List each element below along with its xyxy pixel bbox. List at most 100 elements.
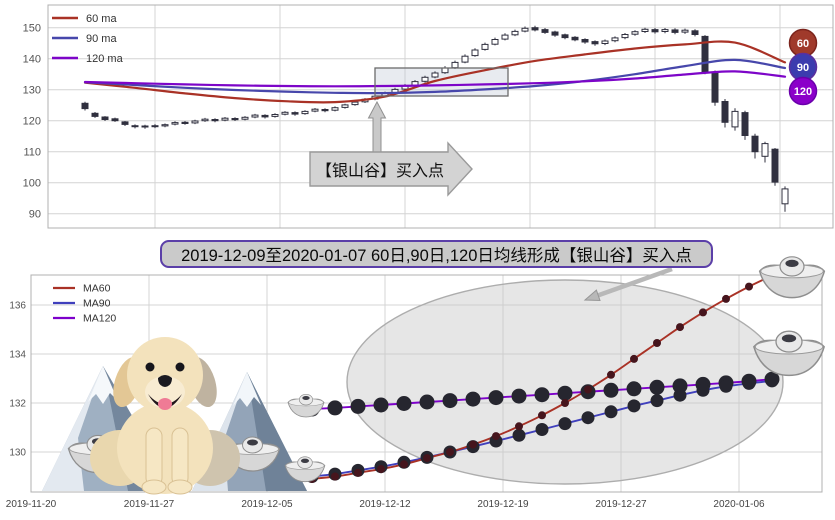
bottom-legend-label: MA120 [83, 313, 116, 325]
candle-body [531, 27, 539, 31]
candle-body [761, 143, 769, 157]
candle-body [201, 118, 209, 122]
candle-body [351, 101, 359, 106]
bottom-x-tick-label: 2019-11-27 [124, 499, 175, 510]
candle-body [181, 121, 189, 125]
top-y-tick-label: 120 [23, 116, 41, 128]
candle-body [101, 116, 109, 120]
candle-body [711, 72, 719, 103]
candle-body [81, 102, 89, 110]
bottom-y-tick-label: 130 [9, 448, 26, 459]
candle-body [281, 111, 289, 115]
top-legend-label: 120 ma [86, 53, 124, 65]
candle-body [691, 30, 699, 35]
candle-body [721, 101, 729, 123]
candle-body [151, 125, 159, 128]
candle-body [651, 29, 659, 33]
candle-body [611, 37, 619, 42]
candle-body [221, 117, 229, 121]
candle-body [231, 118, 239, 121]
guide-arrow-icon [583, 266, 673, 302]
candle-body [511, 30, 519, 36]
candle-body [481, 43, 489, 50]
bottom-x-tick-label: 2019-11-20 [6, 499, 57, 510]
candle-body [551, 31, 559, 36]
highlight-ellipse [346, 279, 784, 485]
candle-body [521, 27, 529, 32]
candle-body [141, 125, 149, 128]
candle-body [661, 29, 669, 33]
candle-body [601, 40, 609, 44]
buy-point-callout-shape [309, 141, 473, 197]
top-legend: 60 ma 90 ma 120 ma [52, 13, 124, 65]
ma-line-120ma [83, 70, 787, 88]
ma-markers-MA90 [305, 374, 779, 483]
bottom-x-tick-label: 2020-01-06 [713, 499, 765, 510]
candle-body [241, 116, 249, 120]
candle-body [681, 29, 689, 33]
top-y-tick-label: 110 [23, 147, 41, 159]
candle-body [121, 121, 129, 125]
candle-body [91, 112, 99, 117]
candle-body [631, 31, 639, 35]
top-y-tick-label: 90 [29, 209, 41, 221]
top-y-tick-label: 100 [23, 178, 41, 190]
bottom-x-tick-label: 2019-12-27 [595, 499, 647, 510]
ma-markers-MA60 [308, 271, 776, 483]
top-candlestick-chart: 150 140 130 120 110 100 90 60 90 120 60 ma 90 ma 120… [23, 4, 834, 229]
candle-body [261, 114, 269, 118]
candle-body [431, 72, 439, 78]
bottom-legend: MA60 MA90 MA120 [53, 283, 116, 325]
ma-badge-90: 90 [788, 52, 818, 82]
candle-body [321, 109, 329, 112]
candle-body [501, 34, 509, 40]
candle-body [781, 188, 789, 205]
candle-body [771, 148, 779, 183]
candlestick-series [81, 25, 789, 212]
candle-body [421, 76, 429, 82]
ma-markers-MA120 [304, 371, 780, 417]
candle-body [301, 110, 309, 115]
candle-body [131, 125, 139, 128]
silver-ingot-icon [758, 256, 826, 299]
candle-body [461, 55, 469, 63]
candle-body [291, 112, 299, 115]
candle-body [581, 39, 589, 43]
bottom-line-chart: 136 134 132 130 2019-11-20 2019-11-27 2019-12-… [6, 256, 826, 510]
svg-text:90: 90 [797, 62, 809, 74]
candle-body [671, 29, 679, 33]
golden-retriever-illustration [90, 337, 240, 495]
bottom-x-tick-label: 2019-12-05 [241, 499, 293, 510]
top-y-tick-label: 150 [23, 23, 41, 35]
top-y-tick-label: 140 [23, 54, 41, 66]
up-arrow-icon [367, 100, 387, 154]
candle-body [751, 135, 759, 153]
candle-body [451, 61, 459, 69]
candle-body [441, 67, 449, 74]
svg-text:60: 60 [797, 38, 809, 50]
candle-body [571, 36, 579, 41]
bottom-legend-label: MA60 [83, 283, 111, 295]
bottom-y-tick-label: 134 [9, 350, 26, 361]
candle-body [731, 110, 739, 128]
buy-point-callout-label: 【银山谷】买入点 [315, 163, 444, 180]
candle-body [331, 107, 339, 111]
candle-body [311, 108, 319, 112]
candle-body [591, 41, 599, 45]
candle-body [191, 120, 199, 124]
top-legend-label: 90 ma [86, 33, 117, 45]
candle-body [211, 119, 219, 122]
bottom-y-tick-label: 132 [9, 399, 26, 410]
candle-body [741, 112, 749, 136]
candle-body [491, 39, 499, 45]
bottom-x-tick-label: 2019-12-19 [477, 499, 529, 510]
candle-body [541, 29, 549, 33]
bottom-legend-label: MA90 [83, 298, 111, 310]
candle-body [161, 124, 169, 127]
candle-body [621, 34, 629, 39]
bottom-y-tick-label: 136 [9, 301, 26, 312]
candle-body [341, 104, 349, 108]
ma-line-90ma [83, 58, 787, 95]
